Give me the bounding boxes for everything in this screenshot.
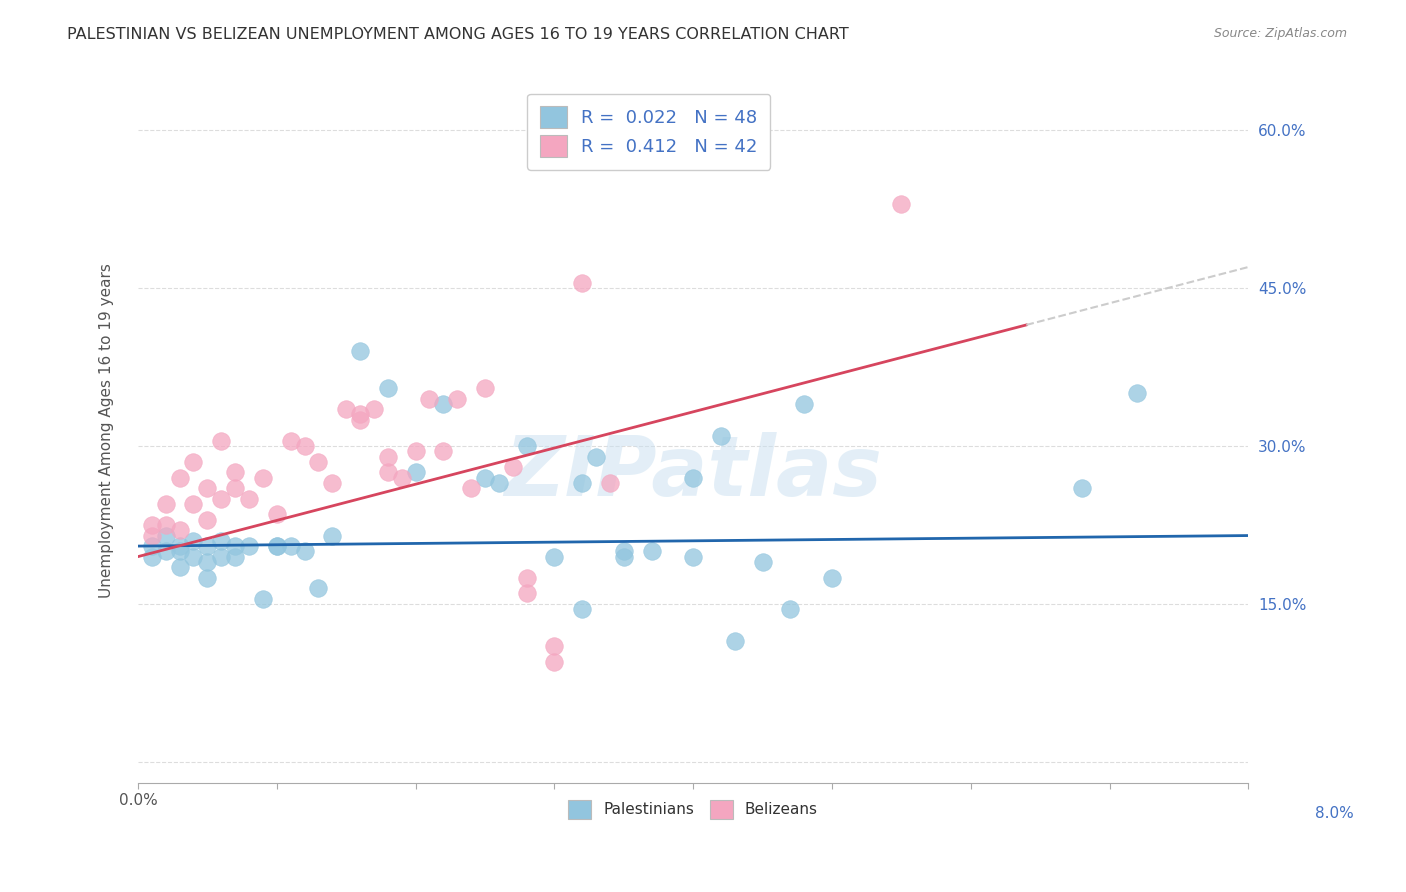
Point	[183, 533, 205, 548]
Point	[321, 475, 343, 490]
Point	[613, 549, 636, 564]
Point	[266, 508, 288, 522]
Point	[890, 196, 912, 211]
Point	[183, 455, 205, 469]
Point	[377, 450, 399, 464]
Point	[599, 475, 621, 490]
Point	[474, 381, 496, 395]
Point	[155, 528, 177, 542]
Point	[209, 533, 232, 548]
Point	[195, 539, 218, 553]
Point	[224, 466, 246, 480]
Point	[195, 513, 218, 527]
Point	[169, 544, 191, 558]
Point	[363, 402, 385, 417]
Point	[474, 470, 496, 484]
Point	[724, 633, 747, 648]
Point	[779, 602, 801, 616]
Point	[183, 549, 205, 564]
Point	[613, 544, 636, 558]
Text: 8.0%: 8.0%	[1315, 806, 1354, 821]
Point	[209, 434, 232, 448]
Point	[307, 581, 329, 595]
Point	[141, 528, 163, 542]
Point	[252, 470, 274, 484]
Point	[209, 491, 232, 506]
Point	[405, 444, 427, 458]
Point	[516, 571, 538, 585]
Point	[169, 470, 191, 484]
Text: ZIPatlas: ZIPatlas	[505, 432, 882, 513]
Point	[307, 455, 329, 469]
Point	[751, 555, 773, 569]
Point	[238, 539, 260, 553]
Point	[155, 497, 177, 511]
Point	[141, 539, 163, 553]
Point	[294, 439, 316, 453]
Point	[405, 466, 427, 480]
Point	[155, 544, 177, 558]
Point	[238, 491, 260, 506]
Point	[682, 470, 704, 484]
Point	[349, 408, 371, 422]
Point	[502, 460, 524, 475]
Point	[224, 539, 246, 553]
Point	[183, 497, 205, 511]
Point	[821, 571, 844, 585]
Point	[1126, 386, 1149, 401]
Point	[280, 539, 302, 553]
Point	[543, 639, 565, 653]
Point	[141, 518, 163, 533]
Point	[1070, 481, 1092, 495]
Point	[432, 444, 454, 458]
Point	[224, 549, 246, 564]
Point	[516, 586, 538, 600]
Point	[516, 439, 538, 453]
Point	[349, 344, 371, 359]
Point	[195, 555, 218, 569]
Point	[432, 397, 454, 411]
Point	[294, 544, 316, 558]
Legend: Palestinians, Belizeans: Palestinians, Belizeans	[562, 794, 824, 825]
Point	[446, 392, 468, 406]
Point	[571, 475, 593, 490]
Point	[710, 428, 733, 442]
Point	[640, 544, 662, 558]
Text: Source: ZipAtlas.com: Source: ZipAtlas.com	[1213, 27, 1347, 40]
Point	[266, 539, 288, 553]
Point	[266, 539, 288, 553]
Point	[321, 528, 343, 542]
Point	[488, 475, 510, 490]
Point	[169, 560, 191, 574]
Point	[543, 655, 565, 669]
Point	[169, 539, 191, 553]
Point	[377, 381, 399, 395]
Point	[141, 549, 163, 564]
Y-axis label: Unemployment Among Ages 16 to 19 years: Unemployment Among Ages 16 to 19 years	[100, 263, 114, 598]
Point	[224, 481, 246, 495]
Text: PALESTINIAN VS BELIZEAN UNEMPLOYMENT AMONG AGES 16 TO 19 YEARS CORRELATION CHART: PALESTINIAN VS BELIZEAN UNEMPLOYMENT AMO…	[67, 27, 849, 42]
Point	[585, 450, 607, 464]
Point	[349, 413, 371, 427]
Point	[195, 571, 218, 585]
Point	[280, 434, 302, 448]
Point	[418, 392, 440, 406]
Point	[682, 549, 704, 564]
Point	[793, 397, 815, 411]
Point	[543, 549, 565, 564]
Point	[169, 523, 191, 537]
Point	[252, 591, 274, 606]
Point	[391, 470, 413, 484]
Point	[460, 481, 482, 495]
Point	[209, 549, 232, 564]
Point	[377, 466, 399, 480]
Point	[571, 276, 593, 290]
Point	[571, 602, 593, 616]
Point	[155, 518, 177, 533]
Point	[195, 481, 218, 495]
Point	[335, 402, 357, 417]
